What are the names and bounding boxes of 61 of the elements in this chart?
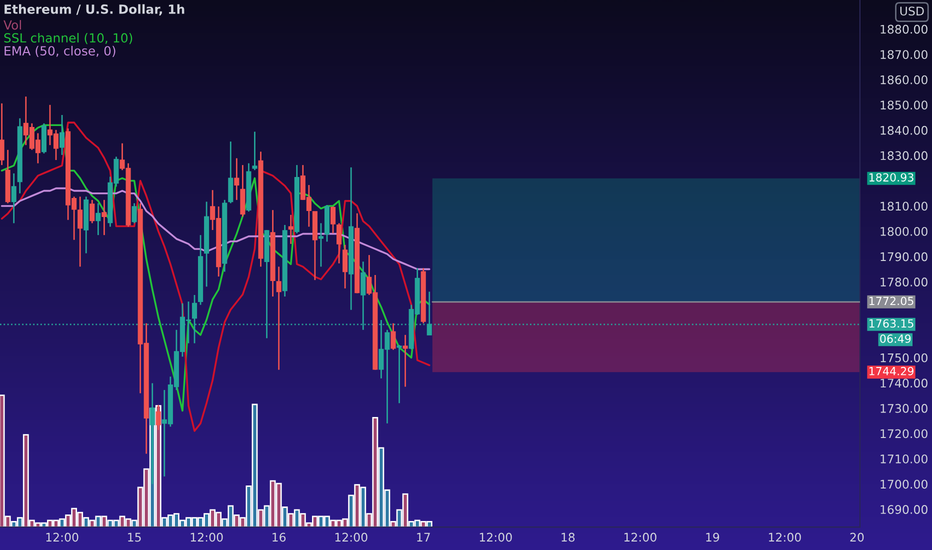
candlestick: [402, 334, 408, 388]
candlestick: [252, 130, 258, 171]
x-tick-label: 12:00: [768, 532, 801, 542]
candlestick: [11, 172, 16, 224]
candlestick: [276, 266, 282, 370]
candlestick: [132, 202, 137, 224]
x-tick-label: 12:00: [46, 532, 78, 542]
y-tick-label: 1870.00: [880, 50, 928, 59]
x-tick-label: 17: [417, 532, 430, 542]
line-series: [0, 187, 430, 270]
y-tick-label: 1700.00: [880, 480, 928, 489]
ref-line-label: 1772.05: [870, 296, 914, 306]
x-tick-label: 12:00: [190, 532, 223, 542]
candlestick: [90, 199, 95, 224]
text: SSL channel (10, 10): [4, 32, 132, 44]
y-tick-label: 1840.00: [880, 126, 928, 135]
x-tick-label: 20: [850, 532, 864, 542]
x-tick-label: 12:00: [335, 532, 368, 542]
y-tick-label: 1740.00: [880, 378, 928, 388]
candlestick: [0, 102, 4, 166]
band-label: 1820.93: [870, 173, 914, 182]
candlestick: [288, 214, 294, 245]
candlestick: [336, 222, 342, 264]
y-tick-label: 1720.00: [880, 429, 928, 438]
ref-line-label: 1763.15: [870, 319, 914, 328]
candlestick: [96, 202, 101, 236]
band-label: 1744.29: [870, 366, 914, 376]
y-tick-label: 1730.00: [880, 404, 928, 413]
y-tick-label: 1750.00: [880, 353, 928, 362]
candlestick: [60, 114, 65, 156]
candlestick: [156, 404, 161, 431]
candlestick: [318, 222, 324, 268]
candlestick: [390, 322, 396, 351]
y-tick-label: 1710.00: [880, 454, 928, 464]
text: EMA (50, close, 0): [4, 46, 116, 57]
chart-title: Ethereum / U.S. Dollar, 1h: [4, 4, 184, 16]
candlestick: [78, 196, 83, 268]
candlestick: [342, 244, 348, 290]
candlestick: [330, 206, 336, 234]
y-tick-label: 1790.00: [880, 252, 928, 262]
x-tick-label: 16: [272, 532, 286, 542]
y-tick-label: 1800.00: [880, 227, 928, 236]
candlestick: [102, 199, 107, 236]
x-tick-label: 12:00: [624, 532, 656, 542]
text: 06:49: [880, 334, 911, 343]
y-tick-label: 1690.00: [880, 505, 928, 514]
candlestick: [234, 158, 240, 201]
y-tick-label: 1880.00: [880, 24, 928, 34]
candlestick: [228, 140, 234, 204]
y-tick-label: 1860.00: [880, 75, 928, 84]
text: Vol: [4, 20, 21, 30]
x-tick-label: 18: [562, 532, 575, 542]
y-tick-label: 1850.00: [880, 100, 928, 110]
text: USD: [900, 6, 924, 16]
y-tick-label: 1830.00: [880, 151, 928, 160]
candlestick: [396, 344, 402, 404]
x-tick-label: 19: [706, 532, 720, 542]
y-tick-label: 1780.00: [880, 278, 928, 286]
x-tick-label: 15: [128, 532, 141, 542]
y-tick-label: 1810.00: [880, 202, 928, 211]
x-tick-label: 12:00: [480, 532, 512, 542]
